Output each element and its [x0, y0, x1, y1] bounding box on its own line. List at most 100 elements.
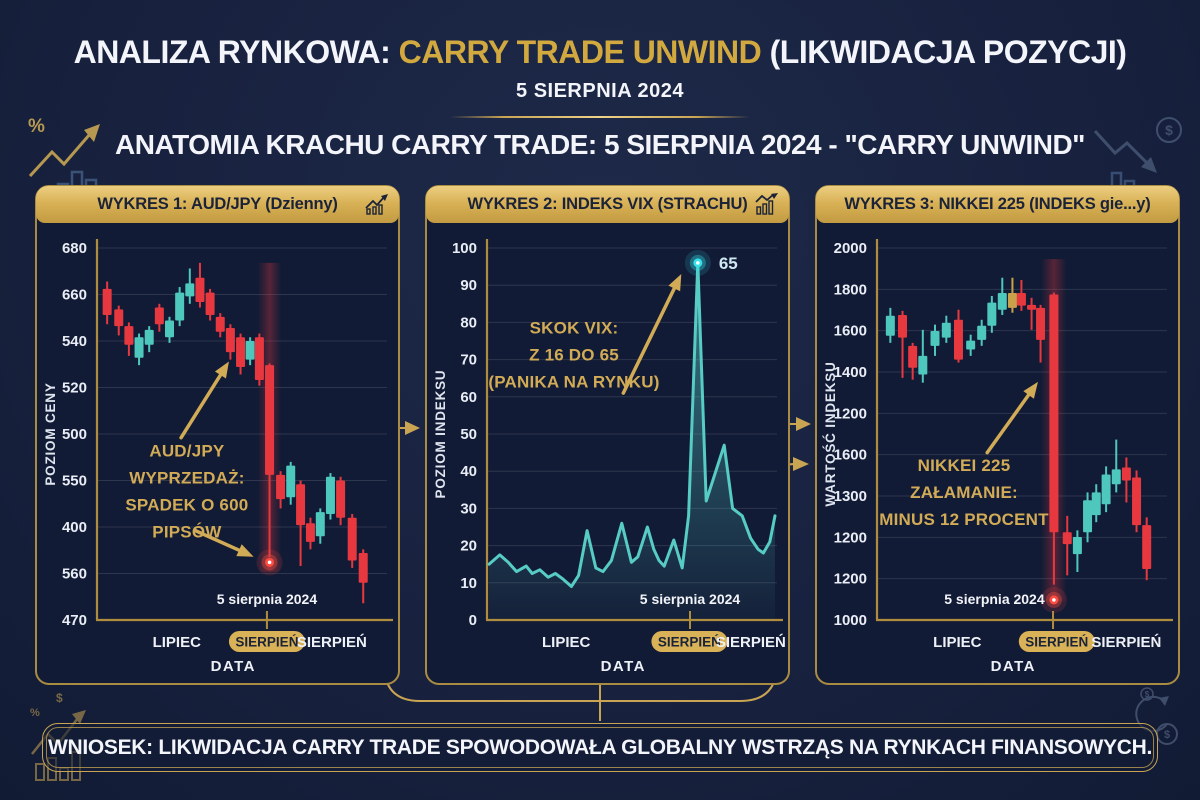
- bar-chart-up-icon: [755, 193, 778, 215]
- svg-text:400: 400: [62, 519, 87, 536]
- panel-nikkei-title: WYKRES 3: NIKKEI 225 (INDEKS gie...y): [844, 195, 1151, 213]
- chart-audjpy-canvas: 680 660 540 520 500 550 400 560 470 AUD/JPY WYPRZE…: [43, 239, 393, 675]
- svg-text:LIPIEC: LIPIEC: [933, 634, 982, 651]
- svg-text:SPADEK O 600: SPADEK O 600: [125, 495, 248, 514]
- svg-text:40: 40: [460, 463, 477, 480]
- vix-line: [487, 261, 777, 588]
- svg-text:560: 560: [62, 566, 87, 583]
- svg-text:80: 80: [460, 314, 477, 331]
- svg-text:NIKKEI 225: NIKKEI 225: [918, 456, 1011, 475]
- svg-text:1400: 1400: [834, 364, 867, 381]
- svg-text:$: $: [1164, 729, 1170, 741]
- panel-audjpy-title: WYKRES 1: AUD/JPY (Dzienny): [97, 195, 338, 213]
- svg-text:660: 660: [62, 287, 87, 304]
- svg-text:1000: 1000: [834, 612, 867, 629]
- svg-text:SIERPIEŃ: SIERPIEŃ: [235, 635, 298, 650]
- gridlines: 2000 1800 1600 1400 1200 1600 1300 1200 1200 1000: [834, 240, 1167, 629]
- svg-text:100: 100: [452, 240, 477, 257]
- panel-vix: WYKRES 2: INDEKS VIX (STRACHU) 100 90 80 70…: [425, 185, 790, 685]
- svg-text:SIERPIEŃ: SIERPIEŃ: [716, 634, 786, 651]
- svg-text:SKOK VIX:: SKOK VIX:: [530, 319, 619, 338]
- svg-text:5 sierpnia 2024: 5 sierpnia 2024: [217, 591, 318, 607]
- conclusion-text: WNIOSEK: LIKWIDACJA CARRY TRADE SPOWODOW…: [47, 735, 1153, 759]
- svg-text:DATA: DATA: [601, 658, 646, 675]
- svg-text:$: $: [56, 691, 63, 705]
- svg-text:1600: 1600: [834, 447, 867, 464]
- svg-text:DATA: DATA: [211, 658, 256, 675]
- svg-text:SIERPIEŃ: SIERPIEŃ: [297, 634, 367, 651]
- svg-text:500: 500: [62, 426, 87, 443]
- svg-text:50: 50: [460, 426, 477, 443]
- svg-text:SIERPIEŃ: SIERPIEŃ: [1025, 635, 1088, 650]
- svg-text:1200: 1200: [834, 529, 867, 546]
- svg-text:540: 540: [62, 333, 87, 350]
- svg-text:470: 470: [62, 612, 87, 629]
- svg-text:10: 10: [460, 575, 477, 592]
- panel-nikkei: WYKRES 3: NIKKEI 225 (INDEKS gie...y) 20…: [815, 185, 1180, 685]
- svg-text:0: 0: [469, 612, 477, 629]
- svg-text:1200: 1200: [834, 571, 867, 588]
- gold-divider: [450, 116, 750, 118]
- svg-text:POZIOM CENY: POZIOM CENY: [43, 382, 58, 485]
- svg-text:MINUS 12 PROCENT: MINUS 12 PROCENT: [879, 510, 1049, 529]
- svg-text:ZAŁAMANIE:: ZAŁAMANIE:: [910, 483, 1018, 502]
- svg-text:WYPRZEDAŻ:: WYPRZEDAŻ:: [129, 468, 244, 487]
- title-highlight: CARRY TRADE UNWIND: [398, 34, 762, 70]
- page-header: ANALIZA RYNKOWA: CARRY TRADE UNWIND (LIK…: [0, 0, 1200, 161]
- svg-text:%: %: [28, 116, 45, 137]
- panel-audjpy: WYKRES 1: AUD/JPY (Dzienny) 680 660 540 520…: [35, 185, 400, 685]
- candles: [885, 277, 1152, 585]
- page-subtitle: 5 SIERPNIA 2024: [516, 80, 684, 102]
- svg-text:90: 90: [460, 277, 477, 294]
- flow-arrowhead-into-chart3-lower: [793, 457, 809, 471]
- chart-nikkei-canvas: 2000 1800 1600 1400 1200 1600 1300 1200 1200 1000…: [823, 239, 1173, 675]
- svg-text:60: 60: [460, 389, 477, 406]
- panel-nikkei-header: WYKRES 3: NIKKEI 225 (INDEKS gie...y): [816, 186, 1179, 223]
- svg-text:%: %: [30, 707, 40, 719]
- annotation: NIKKEI 225 ZAŁAMANIE: MINUS 12 PROCENT: [879, 381, 1049, 529]
- flow-arrowhead-into-chart2: [405, 421, 420, 435]
- svg-text:65: 65: [719, 254, 738, 273]
- annotation: SKOK VIX: Z 16 DO 65 (PANIKA NA RYNKU): [488, 274, 682, 395]
- svg-text:520: 520: [62, 380, 87, 397]
- svg-text:5 sierpnia 2024: 5 sierpnia 2024: [640, 591, 741, 607]
- svg-text:LIPIEC: LIPIEC: [153, 634, 202, 651]
- svg-text:1300: 1300: [834, 488, 867, 505]
- svg-text:LIPIEC: LIPIEC: [542, 634, 591, 651]
- candles: [102, 262, 368, 604]
- svg-text:30: 30: [460, 500, 477, 517]
- svg-text:$: $: [1145, 690, 1150, 699]
- candlestick-chart-icon: [365, 194, 388, 215]
- svg-text:1200: 1200: [834, 405, 867, 422]
- svg-text:DATA: DATA: [991, 658, 1036, 675]
- page-title: ANALIZA RYNKOWA: CARRY TRADE UNWIND (LIK…: [0, 34, 1200, 71]
- svg-text:70: 70: [460, 352, 477, 369]
- svg-text:1800: 1800: [834, 281, 867, 298]
- decor-bottomright-money-icon: $ $: [1135, 687, 1178, 745]
- svg-text:(PANIKA NA RYNKU): (PANIKA NA RYNKU): [488, 373, 659, 392]
- svg-text:550: 550: [62, 473, 87, 490]
- svg-text:AUD/JPY: AUD/JPY: [149, 441, 225, 460]
- svg-text:SIERPIEŃ: SIERPIEŃ: [658, 635, 721, 650]
- svg-text:$: $: [1165, 122, 1173, 138]
- svg-text:1600: 1600: [834, 323, 867, 340]
- title-prefix: ANALIZA RYNKOWA:: [73, 34, 399, 70]
- svg-text:WARTOŚĆ INDEKSU: WARTOŚĆ INDEKSU: [823, 361, 838, 506]
- flow-arrowhead-into-chart3-upper: [796, 417, 811, 431]
- svg-text:Z 16 DO 65: Z 16 DO 65: [529, 346, 619, 365]
- svg-text:2000: 2000: [834, 240, 867, 257]
- panel-audjpy-header: WYKRES 1: AUD/JPY (Dzienny): [36, 186, 399, 223]
- conclusion-bar: WNIOSEK: LIKWIDACJA CARRY TRADE SPOWODOW…: [42, 723, 1158, 772]
- svg-text:5 sierpnia 2024: 5 sierpnia 2024: [944, 591, 1045, 607]
- panel-vix-header: WYKRES 2: INDEKS VIX (STRACHU): [426, 186, 789, 223]
- svg-text:20: 20: [460, 538, 477, 555]
- section-title: ANATOMIA KRACHU CARRY TRADE: 5 SIERPNIA …: [115, 129, 1085, 160]
- vix-area: [489, 262, 775, 620]
